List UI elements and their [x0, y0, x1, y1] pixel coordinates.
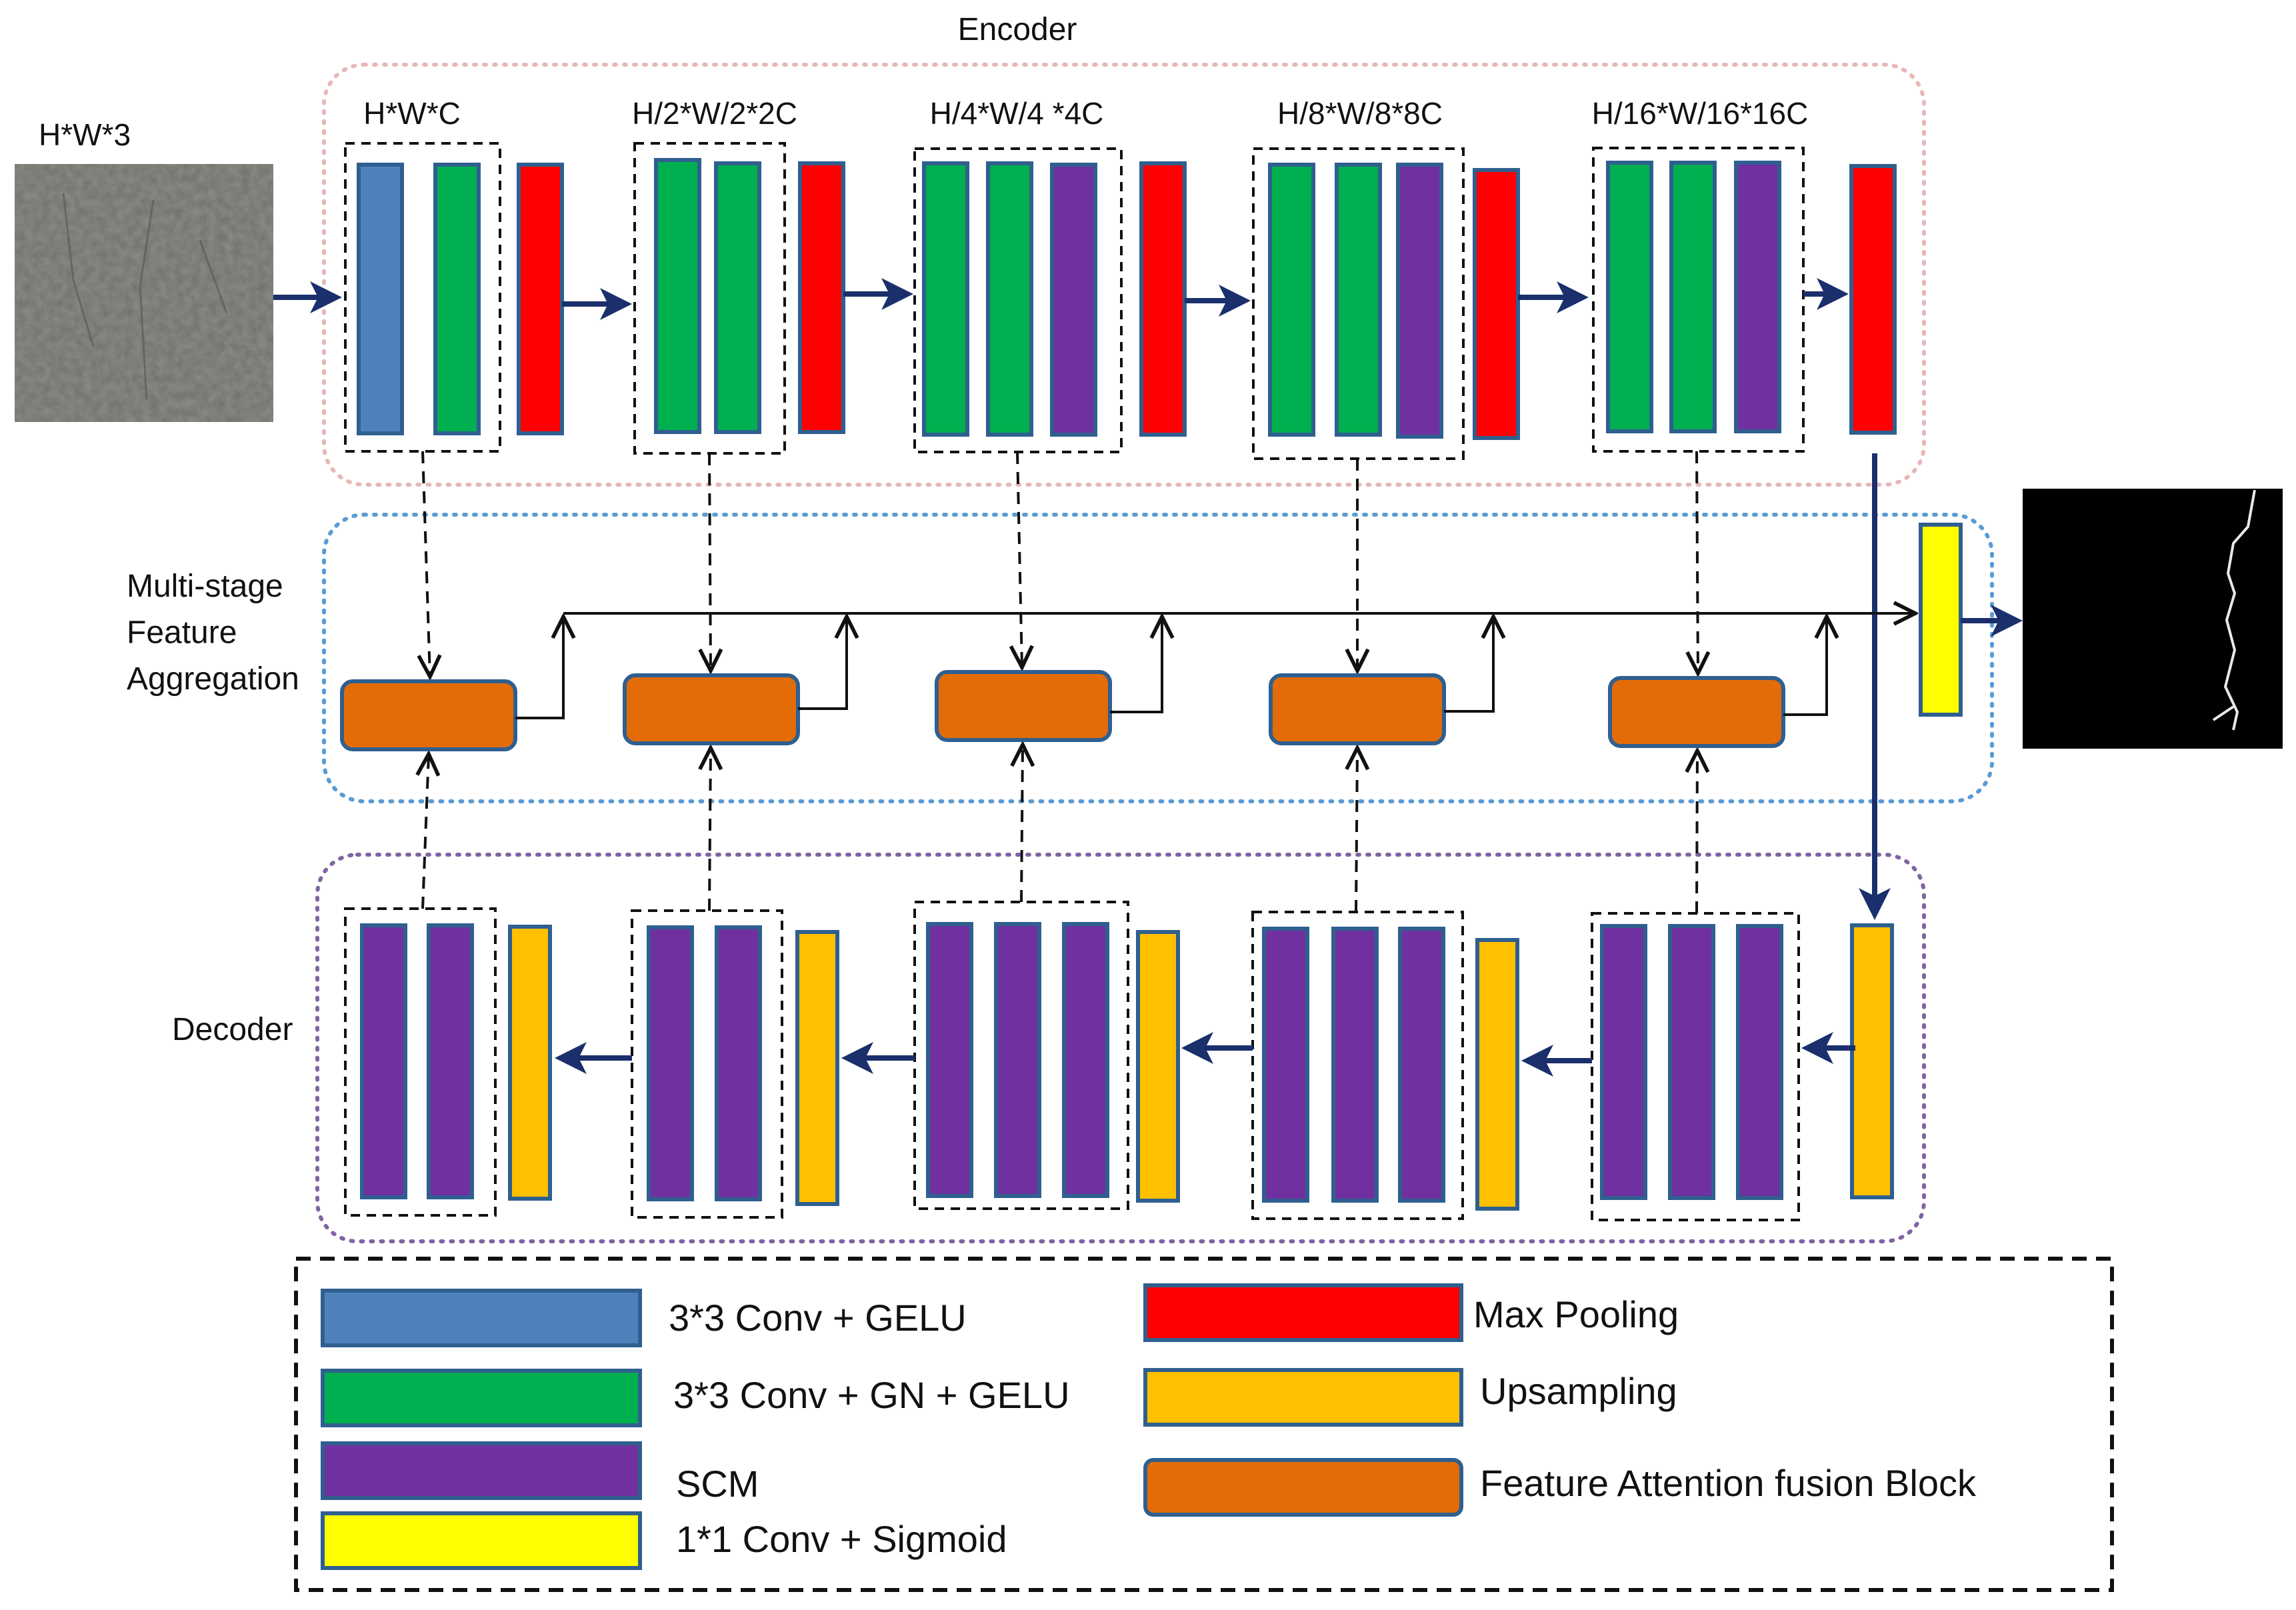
input-label: H*W*3 [39, 117, 131, 152]
max-pooling-block [1849, 164, 1897, 435]
decoder-group-4 [1251, 911, 1464, 1220]
scm-block [1736, 924, 1783, 1200]
legend-swatch-conv-gn-gelu [321, 1369, 642, 1427]
fusion-block [1608, 676, 1785, 748]
scm-block [647, 925, 694, 1201]
fusion-block [935, 670, 1112, 742]
conv-gn-gelu-block [714, 161, 761, 434]
max-pooling-block [1139, 161, 1187, 437]
scm-block [1396, 163, 1443, 439]
legend-label-scm: SCM [676, 1463, 759, 1505]
conv-gelu-block [357, 163, 404, 435]
encoder-skip-arrow [1697, 451, 1698, 673]
upsampling-block [1136, 930, 1180, 1203]
legend-swatch-upsampling [1143, 1368, 1463, 1427]
legend-swatch-conv-sigmoid [321, 1511, 642, 1570]
fusion-output-connector [1783, 617, 1827, 716]
decoder-label: Decoder [172, 1012, 293, 1047]
encoder-skip-arrow [709, 453, 711, 671]
aggregation-region [322, 513, 1994, 803]
conv-gn-gelu-block [1268, 163, 1315, 437]
encoder-label: Encoder [958, 12, 1077, 47]
scm-block [1262, 927, 1309, 1203]
max-pooling-block [1473, 168, 1520, 440]
scm-block [926, 922, 973, 1198]
scm-block [360, 923, 407, 1199]
decoder-group-2 [631, 909, 783, 1219]
conv-gn-gelu-block [1606, 161, 1653, 433]
max-pooling-block [798, 161, 845, 434]
stage-label-3: H/4*W/4 *4C [930, 96, 1104, 131]
scm-block [1050, 163, 1097, 437]
aggregation-label: Multi-stage Feature Aggregation [127, 569, 299, 697]
stage-label-1: H*W*C [363, 96, 461, 131]
legend-label-max-pooling: Max Pooling [1473, 1293, 1679, 1335]
conv-sigmoid-block [1919, 523, 1963, 717]
legend-swatch-fusion-block [1143, 1458, 1463, 1517]
scm-block [715, 925, 762, 1201]
upsampling-block [1850, 923, 1894, 1199]
scm-block [1668, 924, 1715, 1200]
legend-swatch-max-pooling [1143, 1283, 1463, 1342]
decoder-skip-arrow [709, 748, 711, 911]
legend-swatch-scm [321, 1441, 642, 1500]
legend-label-conv-sigmoid: 1*1 Conv + Sigmoid [676, 1518, 1007, 1560]
fusion-output-connector [1444, 617, 1493, 713]
upsampling-block [795, 930, 839, 1206]
fusion-block [340, 679, 517, 751]
scm-block [1600, 924, 1647, 1200]
encoder-group-5 [1592, 147, 1805, 453]
scm-block [427, 923, 474, 1199]
decoder-skip-arrow [423, 754, 429, 909]
encoder-group-1 [344, 142, 501, 453]
fusion-output-connector [1110, 617, 1162, 713]
max-pooling-block [517, 163, 564, 435]
decoder-group-5 [1591, 912, 1800, 1221]
legend-label-conv-gelu: 3*3 Conv + GELU [669, 1297, 967, 1339]
encoder-region [322, 63, 1926, 487]
decoder-skip-arrow [1356, 748, 1357, 913]
decoder-group-1 [344, 907, 497, 1217]
fusion-block [623, 673, 800, 745]
conv-gn-gelu-block [986, 161, 1033, 437]
input-image [15, 164, 273, 422]
legend-label-upsampling: Upsampling [1480, 1370, 1677, 1412]
stage-label-2: H/2*W/2*2C [632, 96, 797, 131]
scm-block [1734, 161, 1781, 433]
stage-label-4: H/8*W/8*8C [1277, 96, 1443, 131]
encoder-skip-arrow [423, 451, 430, 677]
legend-label-fusion-block: Feature Attention fusion Block [1480, 1462, 1977, 1504]
conv-gn-gelu-block [433, 163, 481, 435]
scm-block [1398, 927, 1445, 1203]
scm-block [1331, 927, 1379, 1203]
scm-block [994, 922, 1041, 1198]
conv-gn-gelu-block [922, 161, 969, 437]
fusion-block [1269, 673, 1446, 745]
conv-gn-gelu-block [1335, 163, 1382, 437]
fusion-output-connector [798, 617, 847, 710]
scm-block [1062, 922, 1109, 1198]
conv-gn-gelu-block [1669, 161, 1717, 433]
decoder-skip-arrow [1021, 745, 1023, 903]
stage-label-5: H/16*W/16*16C [1592, 96, 1809, 131]
legend-box [294, 1257, 2114, 1592]
decoder-region [315, 853, 1926, 1243]
upsampling-block [1475, 938, 1519, 1211]
output-mask-image [2023, 489, 2283, 749]
encoder-skip-arrow [1017, 451, 1022, 667]
upsampling-block [508, 925, 552, 1201]
conv-gn-gelu-block [654, 158, 701, 434]
legend-swatch-conv-gelu [321, 1289, 642, 1347]
legend-label-conv-gn-gelu: 3*3 Conv + GN + GELU [673, 1374, 1070, 1416]
fusion-output-connector [515, 617, 563, 719]
